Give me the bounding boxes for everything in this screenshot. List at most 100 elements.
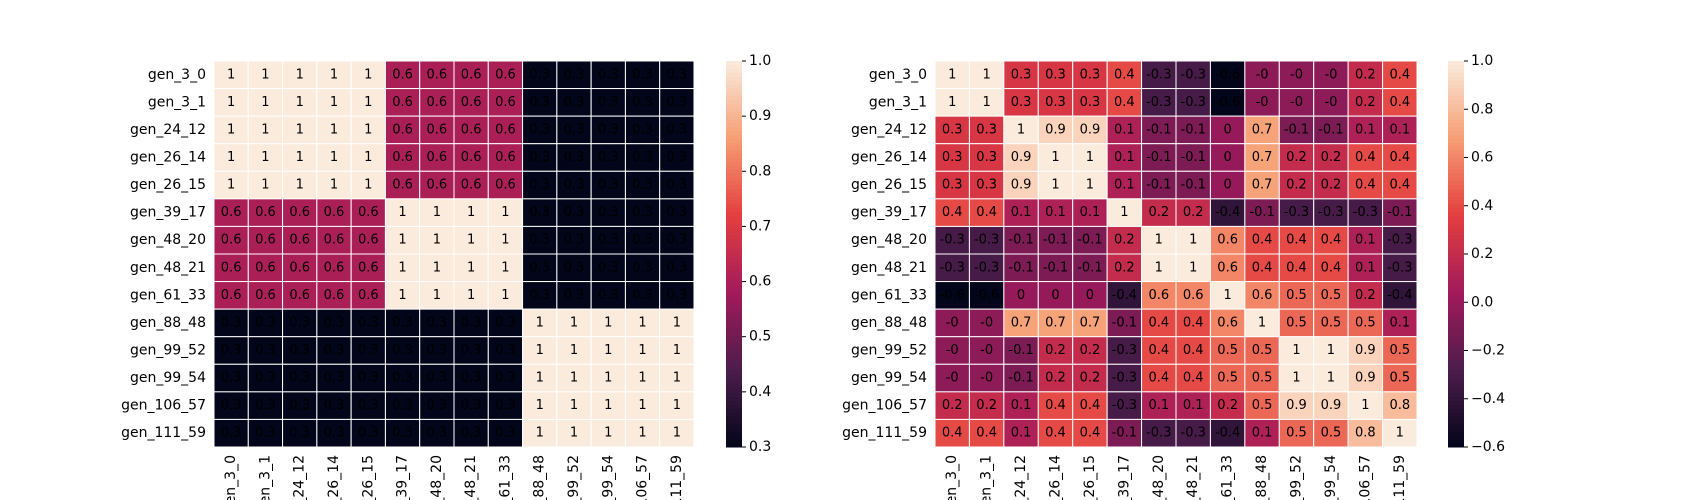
y-tick-label: gen_48_21 (130, 260, 206, 276)
cell-label: 0.3 (529, 67, 550, 82)
cell (419, 253, 455, 283)
colorbar-step (1448, 396, 1464, 402)
colorbar-step (726, 443, 742, 448)
cell (624, 170, 661, 200)
cell-label: 0.3 (461, 398, 482, 413)
cell-label: 0.9 (1045, 122, 1066, 137)
y-tick-label: gen_61_33 (130, 287, 206, 303)
cell-label: 1 (398, 205, 406, 220)
colorbar-step (1448, 292, 1464, 297)
cell-label: 1 (1292, 371, 1300, 386)
cell-label: 0.1 (1080, 205, 1101, 220)
cell-label: -0.3 (974, 260, 999, 275)
y-tick-label: gen_24_12 (130, 122, 206, 138)
cell-label: 0.6 (461, 150, 482, 165)
cell-label: 0.6 (427, 150, 448, 165)
cell (590, 60, 626, 90)
colorbar-step (726, 219, 742, 224)
cell (934, 391, 970, 420)
y-tick-label: gen_48_21 (851, 260, 927, 276)
cell-label: 1 (604, 315, 612, 330)
cell-label: 0 (1086, 288, 1094, 303)
cell-label: 1 (501, 288, 509, 303)
cell-label: 0.6 (461, 95, 482, 110)
cell-label: 0.2 (1321, 178, 1342, 193)
cell-label: 0.4 (1355, 150, 1376, 165)
cell (934, 336, 970, 365)
cell-label: -0.3 (940, 233, 965, 248)
cell-label: -0.3 (1181, 67, 1206, 82)
colorbar-step (1448, 153, 1464, 158)
cell-label: 0.3 (598, 122, 619, 137)
cell (1175, 391, 1211, 420)
cell (624, 308, 661, 338)
x-tick-label: gen_48_21 (1185, 455, 1201, 500)
cell (282, 308, 318, 338)
cell (1209, 253, 1246, 283)
cell-label: -0.6 (1215, 95, 1240, 110)
cell-label: 1 (398, 288, 406, 303)
colorbar-step (1448, 72, 1464, 77)
cell-label: 0.6 (289, 288, 310, 303)
colorbar-step (1448, 157, 1464, 162)
cell (1313, 281, 1349, 310)
colorbar-step (726, 296, 742, 301)
cell-label: 0.6 (427, 67, 448, 82)
cell-label: 0.3 (427, 371, 448, 386)
cell-label: 0.3 (221, 398, 242, 413)
cell (522, 60, 558, 90)
cell (316, 418, 352, 448)
cell-label: 0.3 (667, 150, 688, 165)
cell-label: 1 (1086, 150, 1094, 165)
colorbar-tick-label: 0.7 (749, 218, 771, 234)
cell-label: -0.1 (1181, 178, 1206, 193)
cell (1382, 391, 1418, 420)
cell-label: 0.6 (358, 233, 379, 248)
cell-label: 0.1 (1389, 122, 1410, 137)
colorbar-step (726, 161, 742, 166)
cell-label: 1 (570, 343, 578, 358)
cell (213, 308, 249, 338)
cell (1141, 170, 1177, 200)
colorbar-step (1448, 412, 1464, 417)
cell (522, 170, 558, 200)
cell-label: 1 (261, 95, 269, 110)
x-tick-label: gen_61_33 (497, 455, 513, 500)
cell-label: 0.3 (427, 398, 448, 413)
y-tick-label: gen_48_20 (851, 232, 927, 248)
cell (350, 336, 386, 365)
colorbar-step (1448, 68, 1464, 74)
cell-label: 0.3 (598, 178, 619, 193)
cell-label: 0.9 (1355, 343, 1376, 358)
cell-label: 0.3 (564, 122, 585, 137)
cell-label: 0.3 (942, 150, 963, 165)
cell (624, 143, 661, 172)
colorbar-step (1448, 64, 1464, 70)
cell (556, 198, 592, 227)
colorbar-step (1448, 61, 1464, 66)
colorbar-step (1448, 138, 1464, 143)
cell (522, 281, 558, 310)
cell-label: 0.3 (392, 343, 413, 358)
cell (522, 336, 558, 365)
colorbar-tick-label: 1.0 (749, 53, 771, 69)
y-tick-label: gen_24_12 (851, 122, 927, 138)
cell-label: -0 (1290, 67, 1303, 82)
colorbar-step (1448, 315, 1464, 321)
cell-label: 0.6 (392, 178, 413, 193)
colorbar-step (726, 207, 742, 213)
cell-label: 0.4 (1045, 398, 1066, 413)
cell-label: 0.5 (1355, 315, 1376, 330)
x-tick-label: gen_99_52 (1289, 455, 1305, 500)
cell (1278, 143, 1315, 172)
cell-label: 0.3 (632, 288, 653, 303)
cell-label: 1 (330, 67, 338, 82)
cell-label: 0.6 (392, 122, 413, 137)
cell (453, 115, 489, 145)
cell (556, 225, 592, 255)
colorbar-step (726, 111, 742, 116)
cell (213, 225, 249, 255)
colorbar-step (1448, 439, 1464, 444)
colorbar-step (726, 377, 742, 382)
colorbar-step (726, 389, 742, 394)
